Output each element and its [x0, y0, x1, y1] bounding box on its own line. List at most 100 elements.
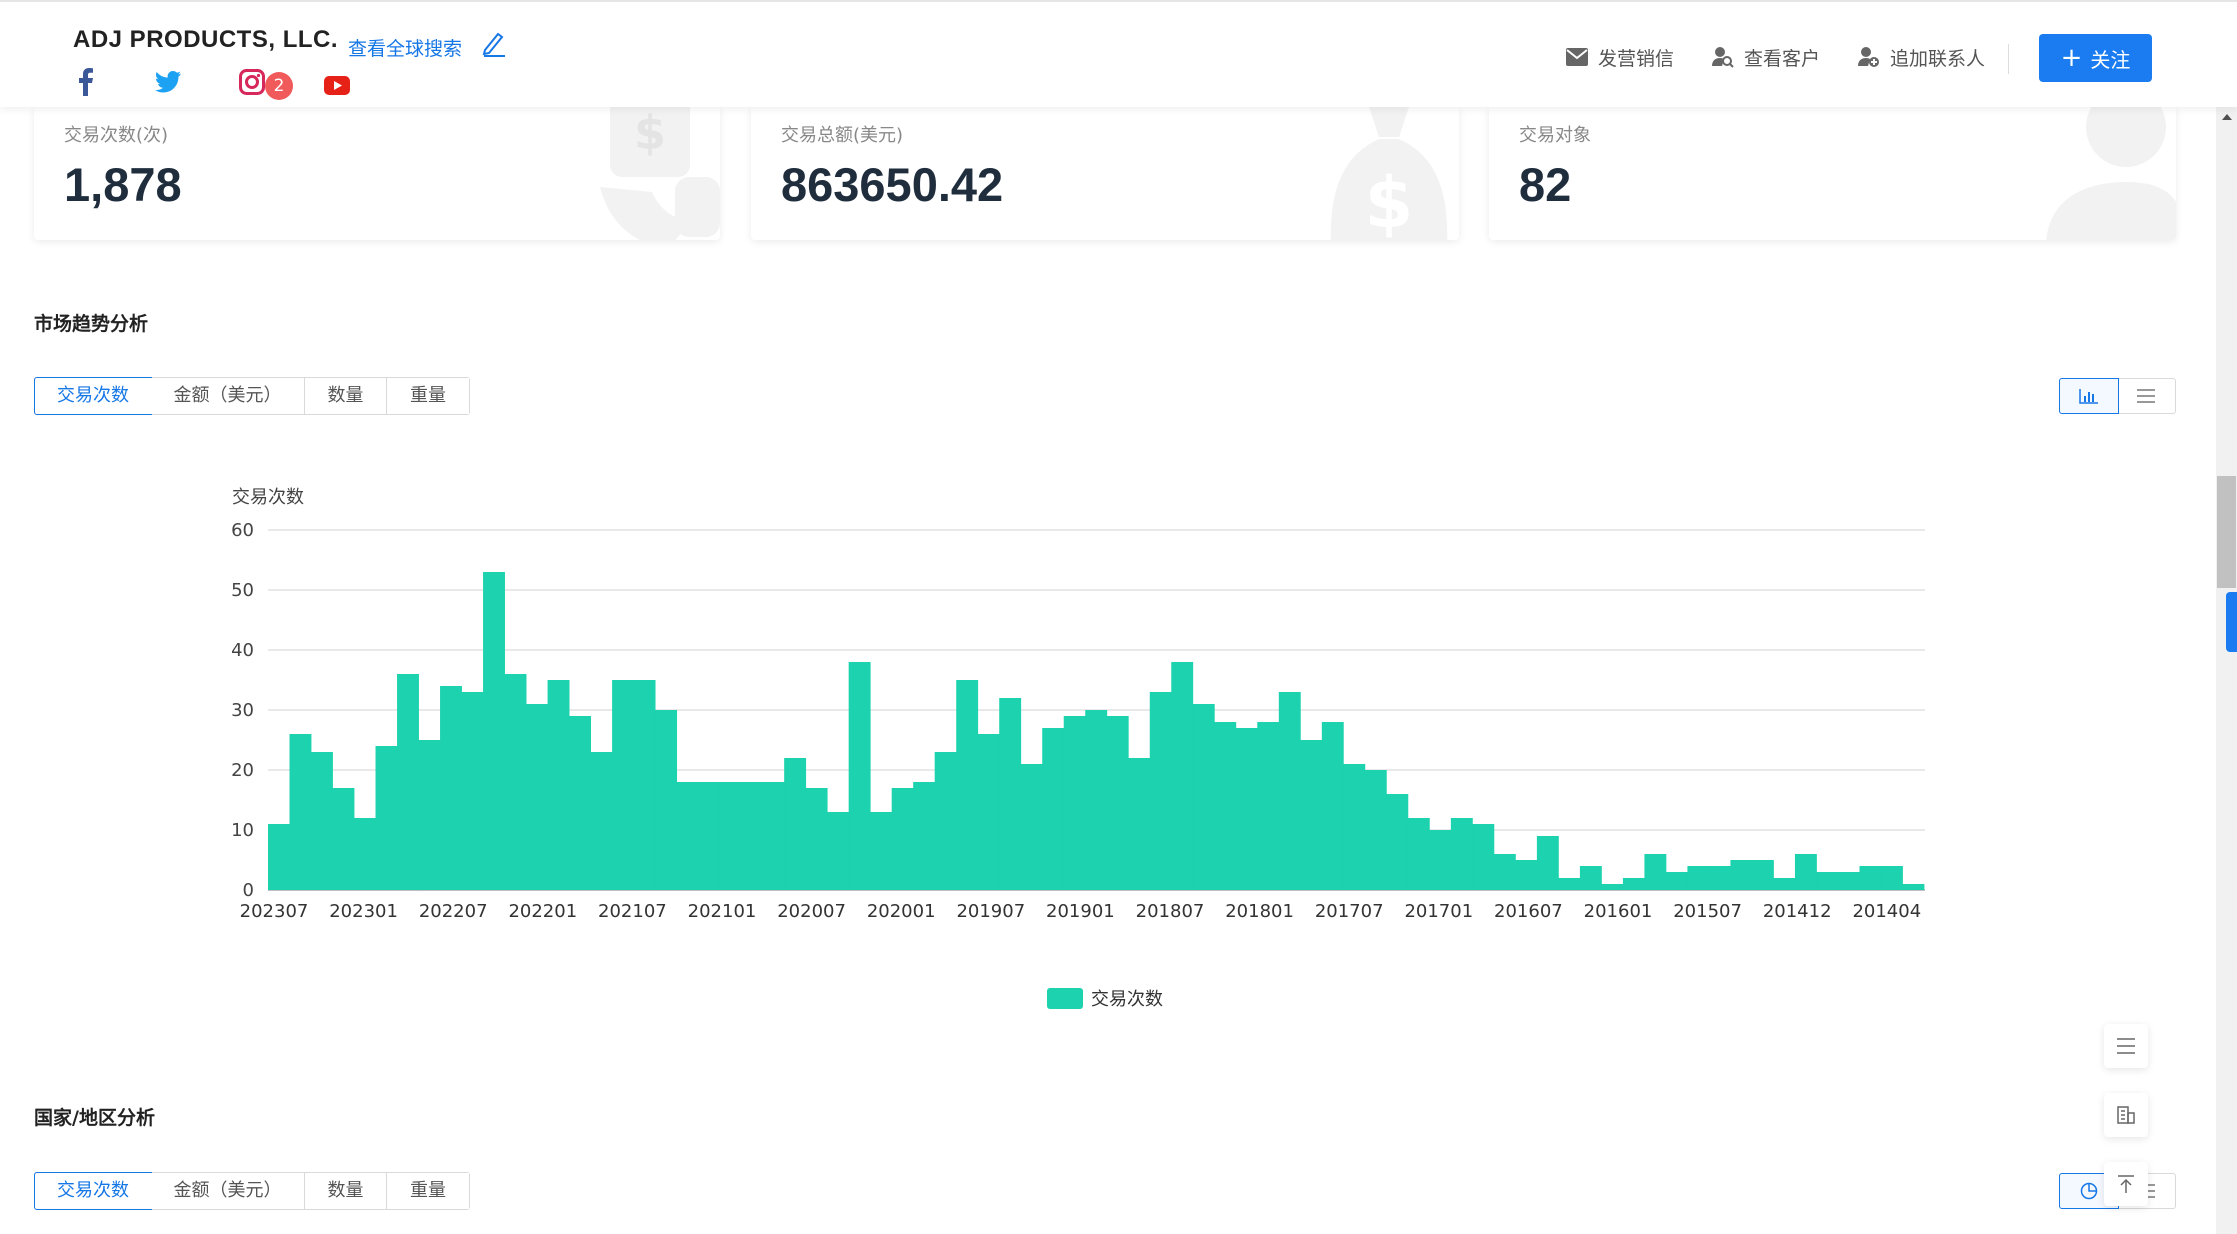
side-panel-tab[interactable]	[2226, 592, 2237, 652]
chart-bar[interactable]	[1214, 722, 1237, 890]
chart-bar[interactable]	[612, 680, 635, 890]
chart-bar[interactable]	[1171, 662, 1194, 890]
chart-bar[interactable]	[1493, 854, 1516, 890]
chart-bar[interactable]	[332, 788, 355, 890]
chart-bar[interactable]	[698, 782, 721, 890]
chart-bar[interactable]	[1364, 770, 1387, 890]
tab-trade-count[interactable]: 交易次数	[34, 1172, 152, 1210]
follow-button[interactable]: + 关注	[2039, 34, 2152, 82]
chart-bar[interactable]	[891, 788, 914, 890]
chart-bar[interactable]	[1343, 764, 1366, 890]
chart-bar[interactable]	[805, 788, 828, 890]
chart-bar[interactable]	[999, 698, 1022, 890]
chart-bar[interactable]	[1579, 866, 1602, 890]
chart-bar[interactable]	[827, 812, 850, 890]
chart-bar[interactable]	[590, 752, 613, 890]
list-view-button[interactable]	[2118, 379, 2176, 413]
chart-bar[interactable]	[1536, 836, 1559, 890]
tab-amount[interactable]: 金额（美元）	[151, 1173, 305, 1209]
chart-bar[interactable]	[1386, 794, 1409, 890]
chart-bar[interactable]	[1902, 884, 1925, 890]
chart-bar[interactable]	[440, 686, 462, 890]
chart-bar[interactable]	[483, 572, 505, 890]
chart-bar[interactable]	[848, 662, 871, 890]
chart-bar[interactable]	[956, 680, 979, 890]
send-marketing-email-button[interactable]: 发营销信	[1566, 42, 1674, 72]
instagram-icon[interactable]	[239, 68, 265, 96]
chart-bar[interactable]	[1020, 764, 1043, 890]
tab-amount[interactable]: 金额（美元）	[151, 378, 305, 414]
chart-bar[interactable]	[354, 818, 376, 890]
chart-bar[interactable]	[1450, 818, 1473, 890]
chart-bar[interactable]	[1085, 710, 1108, 890]
chart-bar[interactable]	[676, 782, 699, 890]
tab-trade-count[interactable]: 交易次数	[34, 377, 152, 415]
chart-bar[interactable]	[375, 746, 398, 890]
chart-bar[interactable]	[1773, 878, 1796, 890]
twitter-icon[interactable]	[155, 68, 181, 96]
chart-bar[interactable]	[547, 680, 570, 890]
chart-bar[interactable]	[1859, 866, 1882, 890]
facebook-icon[interactable]	[78, 68, 94, 96]
chart-bar[interactable]	[1515, 860, 1538, 890]
scroll-up-arrow-icon[interactable]	[2221, 112, 2233, 122]
back-to-top-button[interactable]	[2104, 1162, 2148, 1206]
edit-icon[interactable]	[479, 28, 509, 58]
tab-weight[interactable]: 重量	[387, 378, 469, 414]
chart-bar[interactable]	[289, 734, 312, 890]
chart-bar[interactable]	[1751, 860, 1774, 890]
global-search-link[interactable]: 查看全球搜索	[348, 38, 463, 60]
chart-bar[interactable]	[268, 824, 290, 890]
bar-chart-view-button[interactable]	[2059, 378, 2119, 414]
chart-bar[interactable]	[1407, 818, 1430, 890]
tab-weight[interactable]: 重量	[387, 1173, 469, 1209]
chart-bar[interactable]	[1601, 884, 1624, 890]
scrollbar-thumb[interactable]	[2217, 476, 2236, 588]
chart-bar[interactable]	[1794, 854, 1817, 890]
chart-bar[interactable]	[1730, 860, 1753, 890]
chart-legend[interactable]: 交易次数	[1047, 988, 1163, 1010]
chart-bar[interactable]	[1257, 722, 1280, 890]
chart-bar[interactable]	[633, 680, 656, 890]
company-float-button[interactable]	[2104, 1093, 2148, 1137]
chart-bar[interactable]	[1192, 704, 1215, 890]
chart-bar[interactable]	[1278, 692, 1301, 890]
chart-bar[interactable]	[526, 704, 548, 890]
chart-bar[interactable]	[1816, 872, 1839, 890]
chart-bar[interactable]	[1644, 854, 1667, 890]
chart-bar[interactable]	[1708, 866, 1731, 890]
chart-bar[interactable]	[1128, 758, 1151, 890]
chart-bar[interactable]	[719, 782, 742, 890]
chart-bar[interactable]	[655, 710, 678, 890]
chart-bar[interactable]	[1149, 692, 1172, 890]
chart-bar[interactable]	[1063, 716, 1086, 890]
chart-bar[interactable]	[504, 674, 527, 890]
chart-bar[interactable]	[1429, 830, 1452, 890]
chart-bar[interactable]	[1106, 716, 1129, 890]
tab-quantity[interactable]: 数量	[305, 378, 387, 414]
youtube-icon[interactable]	[324, 72, 350, 100]
chart-bar[interactable]	[1042, 728, 1065, 890]
menu-float-button[interactable]	[2104, 1024, 2148, 1068]
chart-bar[interactable]	[934, 752, 957, 890]
chart-bar[interactable]	[1558, 878, 1581, 890]
chart-bar[interactable]	[1472, 824, 1495, 890]
chart-bar[interactable]	[397, 674, 419, 890]
chart-bar[interactable]	[1300, 740, 1323, 890]
chart-bar[interactable]	[1687, 866, 1710, 890]
chart-bar[interactable]	[1665, 872, 1688, 890]
chart-bar[interactable]	[977, 734, 1000, 890]
tab-quantity[interactable]: 数量	[305, 1173, 387, 1209]
chart-bar[interactable]	[762, 782, 785, 890]
chart-bar[interactable]	[741, 782, 764, 890]
chart-bar[interactable]	[1880, 866, 1903, 890]
chart-bar[interactable]	[1235, 728, 1258, 890]
chart-bar[interactable]	[418, 740, 441, 890]
chart-bar[interactable]	[1321, 722, 1344, 890]
chart-bar[interactable]	[1622, 878, 1645, 890]
page-scrollbar[interactable]	[2216, 107, 2237, 1234]
chart-bar[interactable]	[1837, 872, 1860, 890]
chart-bar[interactable]	[784, 758, 807, 890]
chart-bar[interactable]	[870, 812, 893, 890]
chart-bar[interactable]	[569, 716, 591, 890]
